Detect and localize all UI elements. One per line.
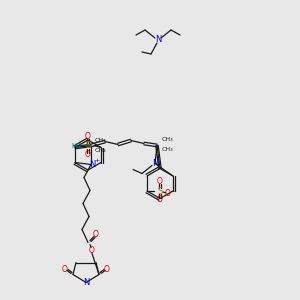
Text: N: N — [152, 159, 158, 168]
Text: S: S — [158, 187, 163, 196]
Text: CH₃: CH₃ — [161, 137, 173, 142]
Text: N: N — [83, 278, 89, 287]
Text: O: O — [157, 178, 163, 187]
Text: S: S — [85, 141, 91, 150]
Text: HO: HO — [72, 142, 82, 148]
Text: O: O — [85, 132, 91, 141]
Text: N: N — [89, 160, 95, 169]
Text: CH₃: CH₃ — [161, 147, 173, 152]
Text: O: O — [89, 246, 95, 255]
Text: +: + — [94, 158, 100, 163]
Text: O: O — [85, 150, 91, 159]
Text: O: O — [165, 188, 171, 197]
Text: CH₃: CH₃ — [94, 138, 106, 143]
Text: O: O — [104, 265, 110, 274]
Text: N: N — [155, 35, 161, 44]
Text: O: O — [157, 196, 163, 205]
Text: CH₃: CH₃ — [94, 148, 106, 153]
Text: O: O — [62, 265, 68, 274]
Text: O: O — [93, 230, 99, 239]
Text: ⁻: ⁻ — [171, 190, 175, 196]
